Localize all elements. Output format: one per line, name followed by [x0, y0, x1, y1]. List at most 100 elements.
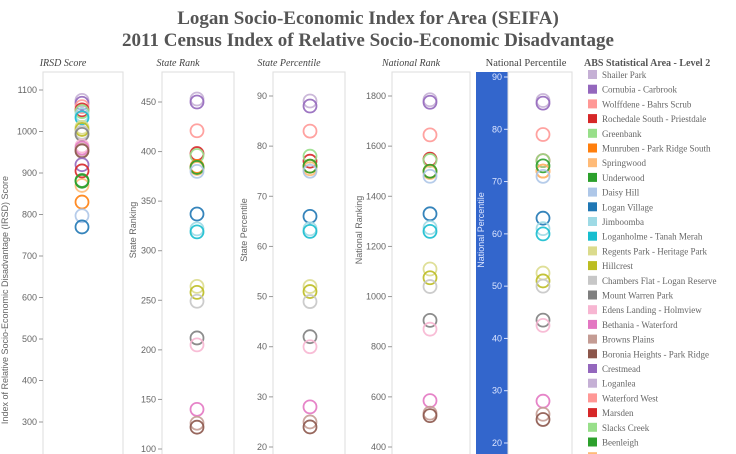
- point-sr[interactable]: [189, 123, 205, 139]
- point-np[interactable]: [535, 393, 551, 409]
- point-np[interactable]: [535, 168, 551, 184]
- point-np[interactable]: [535, 163, 551, 179]
- point-nr[interactable]: [422, 206, 438, 222]
- point-irsd[interactable]: [74, 194, 90, 210]
- point-np[interactable]: [535, 406, 551, 422]
- point-irsd[interactable]: [74, 157, 90, 173]
- point-np[interactable]: [535, 278, 551, 294]
- legend-item[interactable]: Underwood: [588, 172, 645, 183]
- point-np[interactable]: [535, 312, 551, 328]
- point-sp[interactable]: [302, 279, 318, 294]
- point-nr[interactable]: [422, 153, 438, 168]
- point-sr[interactable]: [189, 293, 205, 309]
- point-sp[interactable]: [302, 123, 318, 139]
- legend-item[interactable]: Loganholme - Tanah Merah: [588, 231, 703, 242]
- point-np[interactable]: [535, 158, 551, 174]
- point-nr[interactable]: [422, 220, 438, 236]
- legend-item[interactable]: Boronia Heights - Park Ridge: [588, 349, 709, 359]
- legend-item[interactable]: Springwood: [588, 158, 647, 168]
- point-sp[interactable]: [302, 208, 318, 224]
- point-sp[interactable]: [302, 93, 318, 109]
- legend-item[interactable]: Bethania - Waterford: [588, 319, 678, 330]
- point-irsd[interactable]: [74, 178, 90, 193]
- point-sp[interactable]: [302, 329, 318, 345]
- point-sp[interactable]: [302, 223, 318, 239]
- legend-item[interactable]: Regents Park - Heritage Park: [588, 246, 707, 256]
- point-sr[interactable]: [189, 419, 205, 435]
- point-np[interactable]: [535, 412, 551, 427]
- point-sr[interactable]: [189, 401, 205, 417]
- legend-item[interactable]: Loganlea: [588, 378, 635, 389]
- point-sp[interactable]: [302, 339, 318, 355]
- legend-item[interactable]: Slacks Creek: [588, 422, 650, 433]
- point-sr[interactable]: [189, 415, 205, 431]
- point-sp[interactable]: [302, 419, 318, 435]
- legend-item[interactable]: Marsden: [588, 408, 634, 418]
- legend-item[interactable]: Greenbank: [588, 128, 642, 139]
- point-sr[interactable]: [189, 221, 205, 237]
- point-sp[interactable]: [302, 294, 318, 309]
- point-nr[interactable]: [422, 393, 438, 409]
- legend-item[interactable]: Hillcrest: [588, 261, 633, 271]
- legend-item[interactable]: [588, 452, 597, 454]
- point-np[interactable]: [535, 221, 551, 237]
- point-np[interactable]: [535, 153, 551, 169]
- point-sr[interactable]: [189, 337, 205, 353]
- point-sr[interactable]: [189, 94, 205, 110]
- point-nr[interactable]: [422, 168, 438, 184]
- point-irsd[interactable]: [74, 208, 90, 224]
- point-sr[interactable]: [189, 160, 205, 175]
- point-sr[interactable]: [189, 163, 205, 179]
- point-sp[interactable]: [302, 98, 318, 114]
- legend-item[interactable]: Mount Warren Park: [588, 290, 674, 301]
- legend-item[interactable]: Shailer Park: [588, 70, 647, 80]
- point-np[interactable]: [535, 127, 551, 142]
- legend-item[interactable]: Browns Plains: [588, 334, 655, 345]
- legend-swatch: [588, 290, 597, 300]
- legend-item[interactable]: Crestmead: [588, 364, 641, 374]
- point-sr[interactable]: [189, 279, 205, 294]
- point-sr[interactable]: [189, 284, 205, 300]
- point-nr[interactable]: [422, 270, 438, 286]
- legend-item[interactable]: Cornubia - Carbrook: [588, 84, 677, 95]
- point-np[interactable]: [535, 226, 551, 242]
- point-sp[interactable]: [302, 153, 318, 169]
- point-nr[interactable]: [422, 163, 438, 179]
- legend-item[interactable]: Daisy Hill: [588, 187, 640, 198]
- point-sr[interactable]: [189, 91, 205, 107]
- point-irsd[interactable]: [74, 219, 90, 235]
- legend-item[interactable]: Jimboomba: [588, 217, 644, 227]
- point-np[interactable]: [535, 273, 551, 289]
- point-np[interactable]: [535, 95, 551, 111]
- legend-item[interactable]: Rochedale South - Priestdale: [588, 114, 706, 124]
- legend-item[interactable]: Chambers Flat - Logan Reserve: [588, 275, 716, 286]
- point-nr[interactable]: [422, 312, 438, 328]
- point-irsd[interactable]: [74, 173, 90, 189]
- point-np[interactable]: [535, 317, 551, 333]
- point-nr[interactable]: [422, 279, 438, 294]
- point-sp[interactable]: [302, 163, 318, 179]
- legend-item[interactable]: Logan Village: [588, 202, 653, 212]
- point-nr[interactable]: [422, 94, 438, 110]
- point-nr[interactable]: [422, 127, 438, 143]
- point-sp[interactable]: [302, 158, 318, 174]
- point-sp[interactable]: [302, 284, 318, 299]
- legend-item[interactable]: Waterford West: [588, 393, 659, 403]
- panel-irsd: IRSD Score 1100 1000 900 800 700 600 500 400 300 I…: [0, 58, 124, 454]
- point-nr[interactable]: [422, 408, 438, 424]
- legend-item[interactable]: Wolffdene - Bahrs Scrub: [588, 99, 692, 109]
- point-irsd[interactable]: [74, 110, 90, 126]
- point-sr[interactable]: [189, 224, 205, 240]
- point-irsd[interactable]: [74, 163, 90, 179]
- point-sp[interactable]: [302, 414, 318, 430]
- point-sr[interactable]: [189, 330, 205, 346]
- legend-item[interactable]: Edens Landing - Holmview: [588, 305, 702, 315]
- point-np[interactable]: [535, 210, 551, 226]
- point-sr[interactable]: [189, 206, 205, 222]
- point-nr[interactable]: [422, 261, 438, 277]
- point-sp[interactable]: [302, 399, 318, 415]
- point-nr[interactable]: [422, 223, 438, 239]
- legend-item[interactable]: Beenleigh: [588, 437, 639, 448]
- point-nr[interactable]: [422, 321, 438, 337]
- legend-item[interactable]: Munruben - Park Ridge South: [588, 143, 711, 154]
